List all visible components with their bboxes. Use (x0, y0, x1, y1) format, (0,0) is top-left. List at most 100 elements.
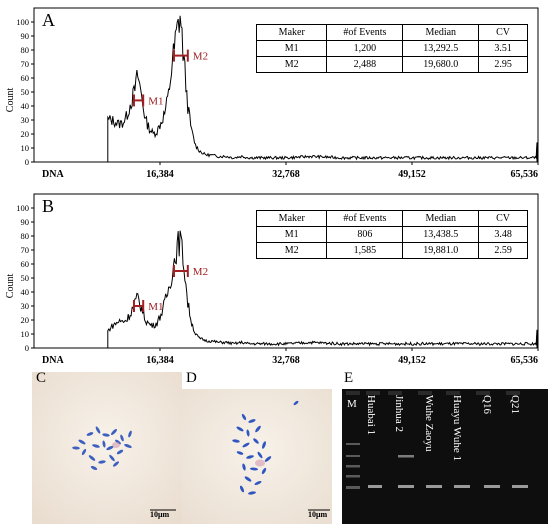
x-tick-label: 32,768 (272, 169, 300, 180)
chromosome (242, 463, 246, 471)
x-tick-label: 32,768 (272, 355, 300, 366)
chromosome (255, 425, 261, 433)
gel-lane-label: Q16 (481, 395, 493, 414)
marker-m2: M2 (172, 265, 208, 278)
gel-background (342, 389, 548, 524)
chromosome (86, 432, 94, 436)
chromosome (253, 438, 259, 444)
chromosome (264, 456, 272, 462)
chromosome (246, 429, 250, 437)
chromosome (95, 426, 101, 434)
y-tick-label: 10 (21, 329, 30, 339)
table-header-row: Maker #of Events Median CV (255, 24, 528, 41)
x-tick-label: 49,152 (398, 169, 426, 180)
x-tick-label: 16,384 (146, 169, 174, 180)
chromosome (88, 455, 96, 461)
x-tick-label: 16,384 (146, 355, 174, 366)
histogram-a: 0 10 20 30 40 50 60 70 80 90 100 16,384 32,768 49,15… (5, 7, 539, 180)
nucleus-stain-d (255, 459, 265, 467)
y-axis-label-b: Count (5, 274, 16, 299)
histogram-line-b (107, 230, 538, 348)
sample-band (484, 485, 500, 488)
panel-label-d: D (186, 370, 197, 386)
gel-marker-label: M (347, 398, 357, 410)
chromosome (236, 451, 244, 455)
ladder-band (346, 465, 360, 468)
table-header-row: Maker #of Events Median CV (255, 210, 528, 227)
gel-well (388, 391, 402, 395)
chromosome (109, 454, 115, 462)
gel-lane-label: Huayu Wuhe 1 (451, 395, 463, 461)
table-cell: Median (402, 24, 480, 41)
chromosome (116, 449, 124, 455)
chromosome (90, 465, 98, 471)
chromosome (92, 444, 100, 448)
marker-label: M1 (148, 95, 163, 107)
panel-label-b: B (42, 196, 54, 216)
gel-well (446, 391, 460, 395)
x-axis-ticks-b: 16,384 32,768 49,152 65,536 (146, 348, 539, 366)
plot-frame-a (33, 7, 539, 163)
chromosome (98, 460, 106, 464)
chromosome-spread-c (72, 426, 132, 471)
chromosome (128, 430, 132, 438)
stats-table-b: Maker #of Events Median CV M1 806 13,438.5 3.48… (255, 210, 528, 259)
chromosome (257, 451, 263, 459)
stats-table-a: Maker #of Events Median CV M1 1,200 13,292.5 3.… (255, 24, 528, 73)
chromosome (115, 439, 121, 445)
table-row: M2 1,585 19,881.0 2.59 (255, 242, 528, 259)
table-cell: 2,488 (326, 56, 404, 73)
sample-band (454, 485, 470, 488)
scale-bar-label-d: 10μm (308, 510, 328, 519)
chromosome-spread-d (232, 400, 299, 495)
chromosome (293, 400, 299, 406)
histogram-b-plot: 0 10 20 30 40 50 60 70 80 90 100 16,384 32,768 49,15… (16, 193, 539, 366)
plot-frame-b (33, 193, 539, 349)
y-tick-label: 100 (16, 203, 29, 213)
markers-b: M1 M2 (132, 265, 208, 313)
histogram-line-a (107, 15, 538, 162)
chromosome (246, 455, 254, 459)
chromosome (102, 440, 106, 448)
table-cell: 2.59 (478, 242, 528, 259)
micrograph-c: 10μm (32, 372, 182, 524)
chromosome (248, 419, 256, 423)
marker-m1: M1 (132, 94, 163, 107)
x-axis-ticks-a: 16,384 32,768 49,152 65,536 (146, 162, 539, 180)
x-axis-label-b: DNA (42, 355, 64, 366)
sample-bands (368, 455, 528, 488)
y-tick-label: 60 (21, 259, 30, 269)
stats-table-a-wrap: Maker #of Events Median CV M1 1,200 13,292.5 3.… (255, 24, 528, 73)
sample-band (368, 485, 382, 488)
y-tick-label: 10 (21, 143, 30, 153)
table-cell: 806 (326, 226, 404, 243)
table-cell: 19,881.0 (402, 242, 480, 259)
histogram-b: 0 10 20 30 40 50 60 70 80 90 100 16,384 32,768 49,15… (5, 193, 539, 366)
table-cell: CV (478, 24, 528, 41)
y-tick-label: 90 (21, 31, 30, 41)
chromosome (250, 467, 258, 471)
gel-well (476, 391, 490, 395)
marker-label: M1 (148, 301, 163, 313)
y-tick-label: 0 (25, 157, 29, 167)
table-cell: Maker (255, 210, 328, 227)
table-cell: 3.48 (478, 226, 528, 243)
y-tick-label: 20 (21, 129, 30, 139)
chromosome (110, 428, 118, 436)
y-tick-label: 80 (21, 45, 30, 55)
table-cell: M2 (255, 56, 328, 73)
chromosome (102, 433, 110, 437)
stats-table-b-wrap: Maker #of Events Median CV M1 806 13,438.5 3.48… (255, 210, 528, 259)
y-tick-label: 50 (21, 273, 30, 283)
x-tick-label: 65,536 (511, 169, 539, 180)
sample-band (398, 455, 414, 458)
chromosome (81, 448, 87, 456)
y-tick-label: 70 (21, 59, 30, 69)
ladder-band (346, 443, 360, 445)
chromosome (239, 485, 245, 493)
table-cell: 2.95 (478, 56, 528, 73)
y-tick-label: 40 (21, 287, 30, 297)
y-tick-label: 90 (21, 217, 30, 227)
micrograph-d-background (182, 389, 332, 524)
sample-band (512, 485, 528, 488)
